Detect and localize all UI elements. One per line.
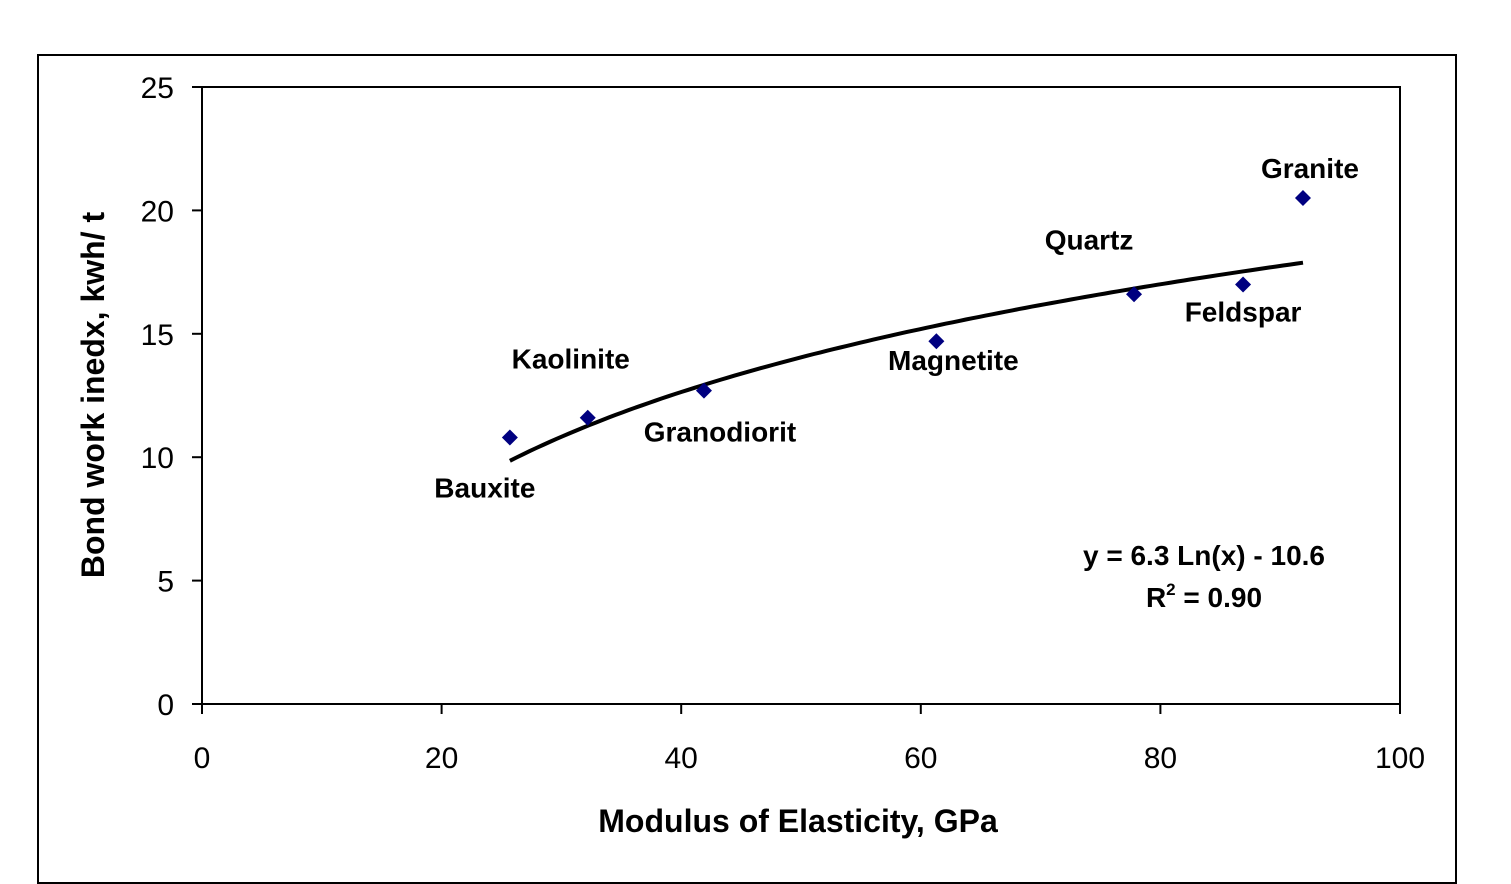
x-tick-label: 60 <box>904 742 937 775</box>
data-point <box>579 409 596 426</box>
y-tick-label: 25 <box>141 72 174 105</box>
x-tick-label: 100 <box>1375 742 1425 775</box>
point-labels: Bauxite Kaolinite Granodiorit Magnetite Quar… <box>434 153 1359 503</box>
x-tick-label: 20 <box>425 742 458 775</box>
trend-equation: y = 6.3 Ln(x) - 10.6 <box>1083 540 1325 571</box>
x-tick-label: 0 <box>194 742 211 775</box>
point-label: Feldspar <box>1185 296 1302 327</box>
point-label: Magnetite <box>888 345 1019 376</box>
trend-line <box>509 260 1304 463</box>
data-point <box>501 429 518 446</box>
r-squared: R2 = 0.90 <box>1146 580 1262 613</box>
y-tick-label: 20 <box>141 195 174 228</box>
y-tick-label: 5 <box>157 566 174 599</box>
data-point <box>928 333 945 350</box>
y-axis-title: Bond work inedx, kwh/ t <box>75 212 111 579</box>
data-point <box>1235 276 1252 293</box>
r-squared-exponent: 2 <box>1166 580 1175 599</box>
y-tick-label: 10 <box>141 442 174 475</box>
x-axis-title: Modulus of Elasticity, GPa <box>598 803 998 839</box>
data-points <box>501 190 1311 446</box>
x-tick-label: 80 <box>1144 742 1177 775</box>
y-tick-label: 0 <box>157 689 174 722</box>
point-label: Granite <box>1261 153 1359 184</box>
y-ticks: 0 5 10 15 20 25 <box>141 72 202 722</box>
r-squared-symbol: R <box>1146 582 1166 613</box>
x-ticks: 0 20 40 60 80 100 <box>194 704 1425 775</box>
point-label: Kaolinite <box>512 344 630 375</box>
data-point <box>1294 190 1311 207</box>
x-tick-label: 40 <box>665 742 698 775</box>
point-label: Granodiorit <box>644 417 796 448</box>
axes <box>201 86 1401 705</box>
point-label: Bauxite <box>434 472 535 503</box>
data-point <box>695 382 712 399</box>
y-tick-label: 15 <box>141 319 174 352</box>
point-label: Quartz <box>1045 224 1134 255</box>
r-squared-value: = 0.90 <box>1176 582 1262 613</box>
data-point <box>1126 286 1143 303</box>
plot-area <box>201 86 1401 705</box>
